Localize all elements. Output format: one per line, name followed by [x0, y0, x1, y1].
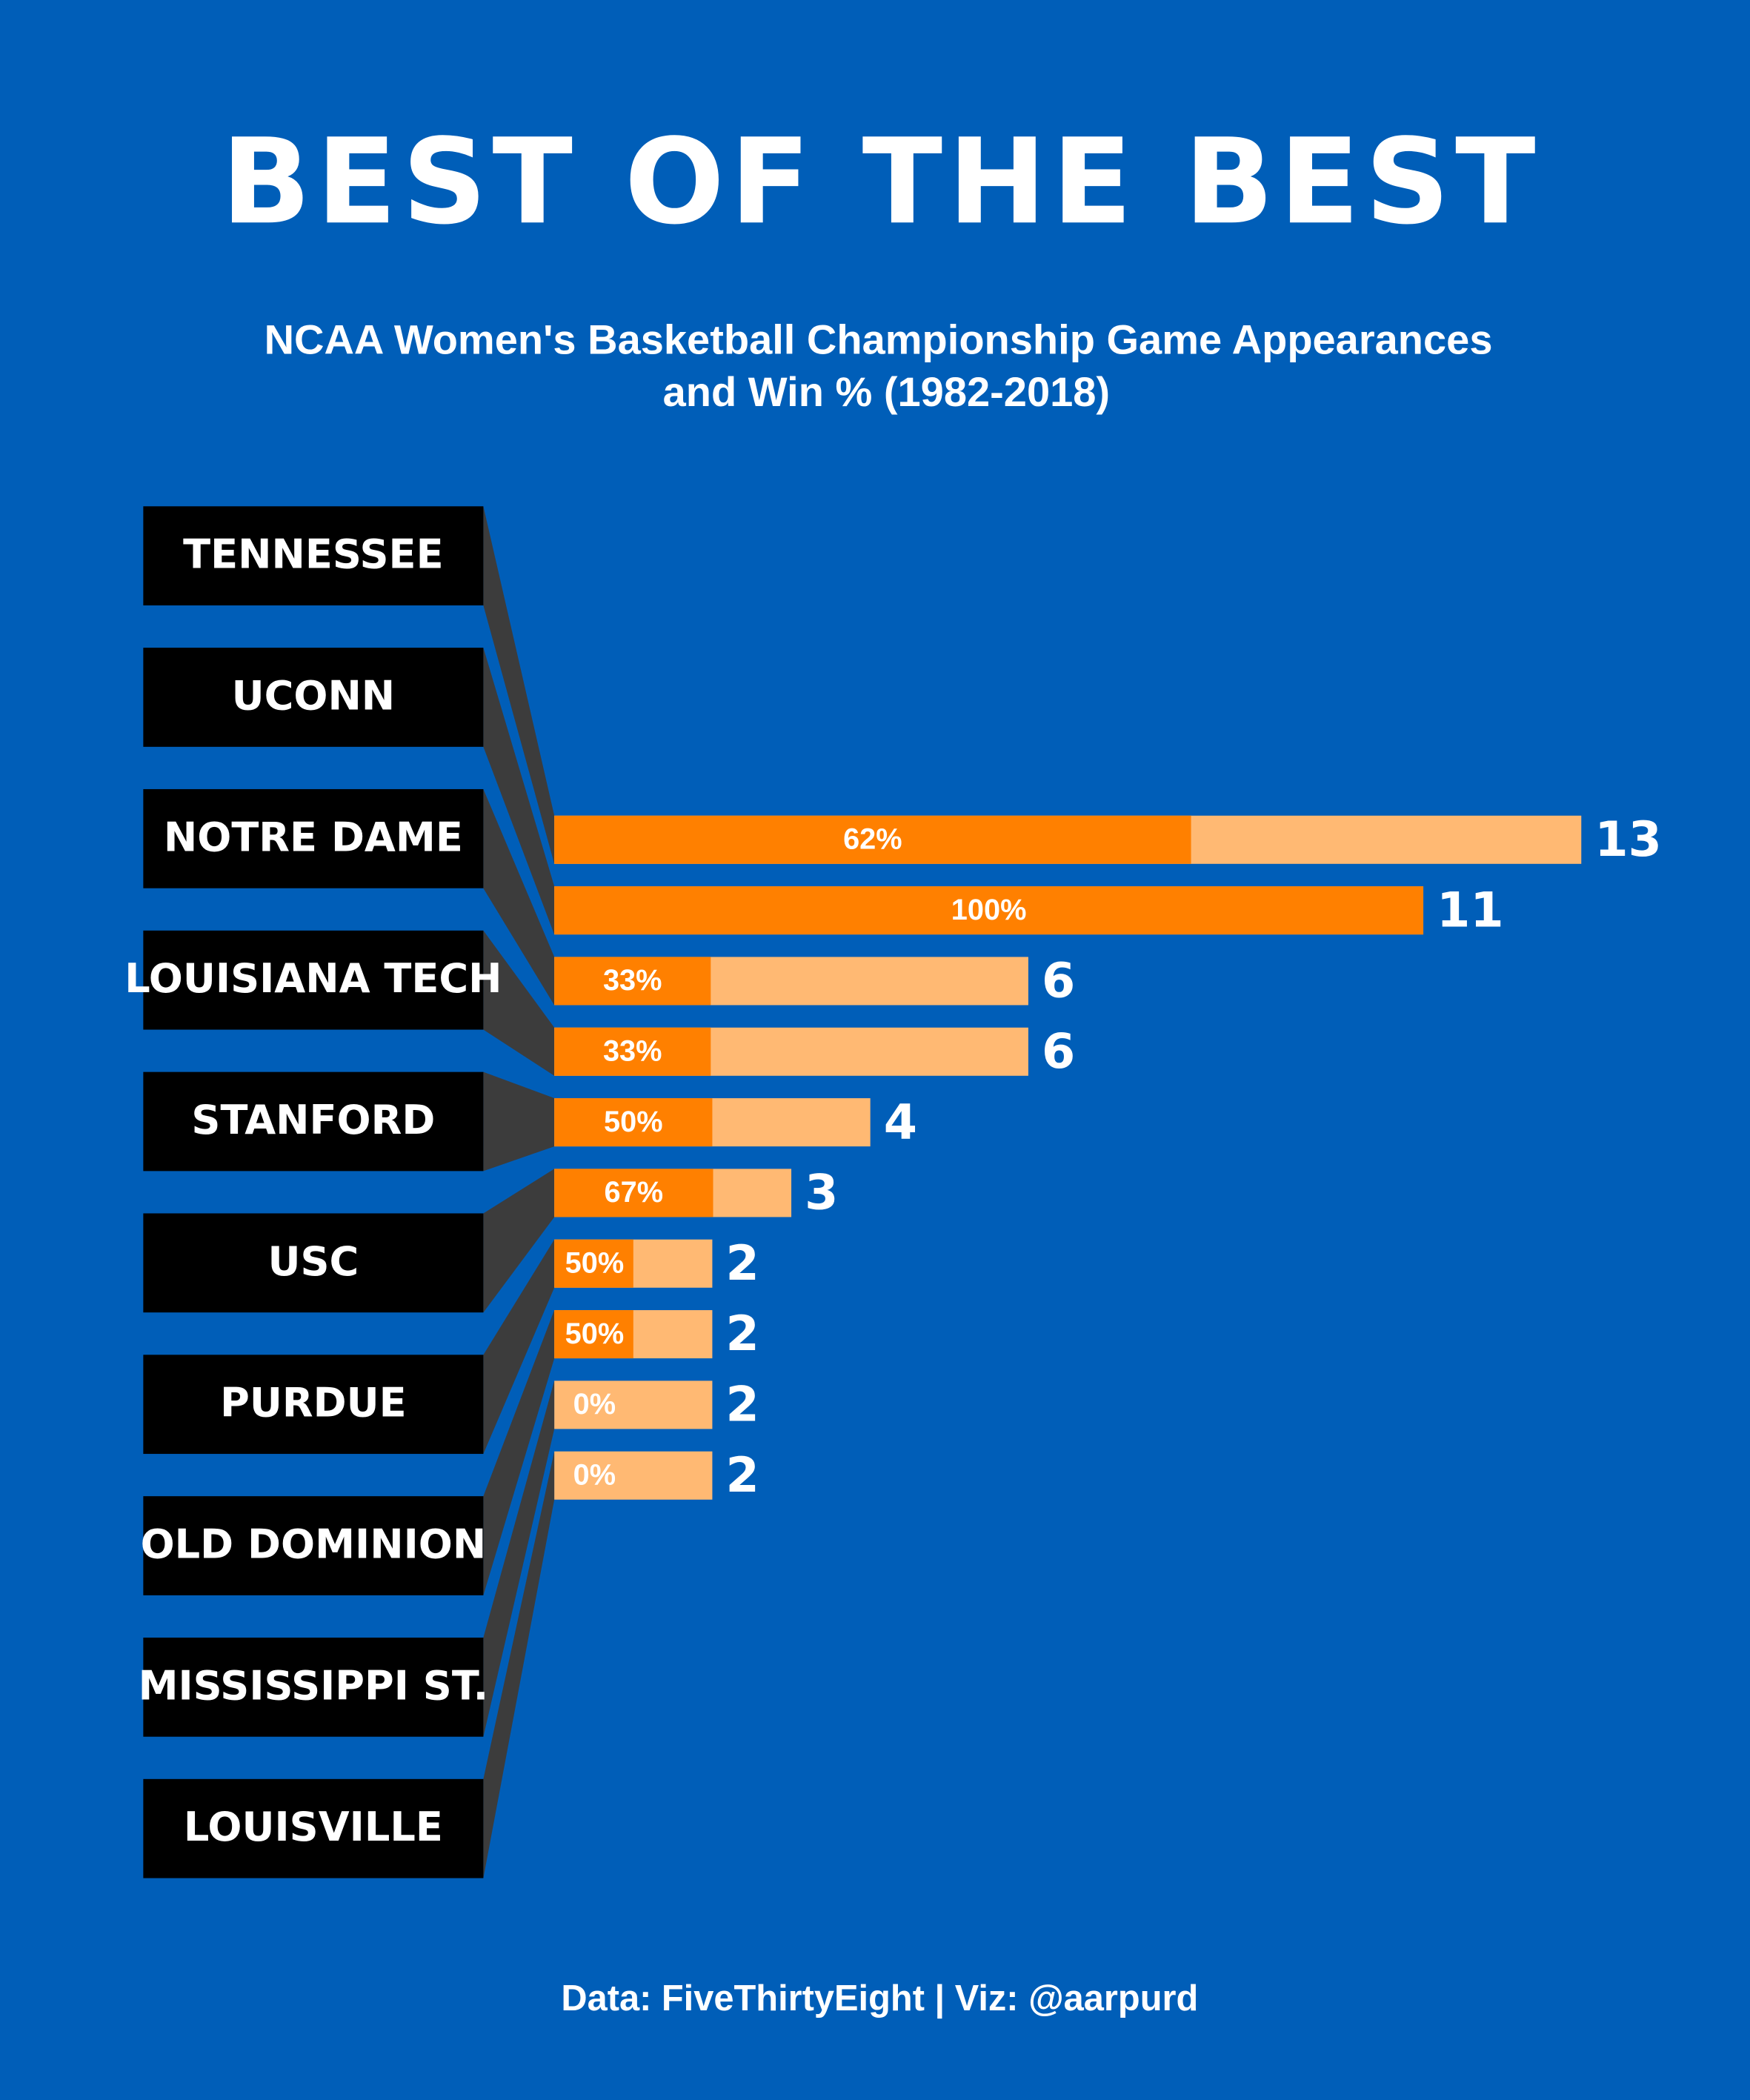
- win-pct-label: 67%: [605, 1176, 664, 1209]
- team-label: STANFORD: [191, 1097, 435, 1143]
- appearance-label: 2: [725, 1448, 759, 1503]
- appearance-label: 2: [725, 1306, 759, 1362]
- appearance-label: 13: [1594, 812, 1662, 868]
- win-pct-label: 62%: [843, 823, 902, 856]
- team-label: LOUISIANA TECH: [124, 955, 502, 1002]
- win-bar: [554, 1239, 633, 1288]
- win-bar: [554, 1169, 713, 1217]
- appearance-bar: [554, 1451, 713, 1500]
- team-box: [143, 1213, 484, 1313]
- team-box: [143, 788, 484, 888]
- appearance-label: 6: [1042, 1024, 1075, 1080]
- team-box: [143, 1355, 484, 1455]
- team-box: [143, 1071, 484, 1172]
- win-bar: [554, 957, 711, 1006]
- connector: [483, 1451, 555, 1878]
- team-label: LOUISVILLE: [184, 1804, 443, 1850]
- win-pct-label: 50%: [565, 1318, 625, 1350]
- win-bar: [554, 815, 1191, 864]
- connector: [483, 1071, 555, 1172]
- team-label: OLD DOMINION: [141, 1521, 487, 1567]
- appearance-label: 4: [884, 1094, 917, 1150]
- win-bar: [554, 886, 1424, 935]
- chart-title: BEST OF THE BEST: [221, 113, 1540, 250]
- win-bar: [554, 1098, 713, 1147]
- win-pct-label: 0%: [573, 1388, 616, 1421]
- appearance-label: 2: [725, 1378, 759, 1433]
- chart-subtitle: and Win % (1982-2018): [663, 368, 1110, 415]
- team-label: MISSISSIPPI ST.: [139, 1662, 489, 1709]
- team-box: [143, 1496, 484, 1595]
- win-bar: [554, 1027, 711, 1076]
- appearance-label: 3: [805, 1166, 838, 1221]
- connector: [483, 648, 555, 935]
- team-label: UCONN: [232, 672, 396, 719]
- team-label: NOTRE DAME: [164, 814, 463, 860]
- team-box: [143, 930, 484, 1030]
- win-pct-label: 0%: [573, 1459, 616, 1492]
- connector: [483, 1169, 555, 1313]
- team-box: [143, 1778, 484, 1878]
- win-pct-label: 33%: [603, 964, 662, 997]
- win-pct-label: 33%: [603, 1035, 662, 1068]
- team-label: TENNESSEE: [183, 531, 443, 578]
- win-pct-label: 50%: [604, 1106, 663, 1138]
- appearance-bar: [554, 1380, 713, 1429]
- connector: [483, 1310, 555, 1595]
- connector: [483, 930, 555, 1076]
- connector: [483, 1380, 555, 1737]
- team-label: USC: [267, 1238, 359, 1285]
- win-pct-label: 100%: [951, 894, 1027, 926]
- team-label: PURDUE: [220, 1380, 407, 1426]
- team-box: [143, 648, 484, 747]
- team-box: [143, 506, 484, 606]
- connector: [483, 788, 555, 1006]
- win-pct-label: 50%: [565, 1247, 625, 1280]
- appearance-label: 6: [1042, 954, 1075, 1009]
- chart-subtitle: NCAA Women's Basketball Championship Gam…: [265, 316, 1493, 363]
- team-box: [143, 1637, 484, 1737]
- appearance-label: 11: [1437, 883, 1504, 938]
- source: Data: FiveThirtyEight | Viz: @aarpurd: [561, 1978, 1198, 2018]
- win-bar: [554, 1310, 633, 1359]
- appearance-label: 2: [725, 1236, 759, 1292]
- connector: [483, 1239, 555, 1455]
- connector: [483, 506, 555, 864]
